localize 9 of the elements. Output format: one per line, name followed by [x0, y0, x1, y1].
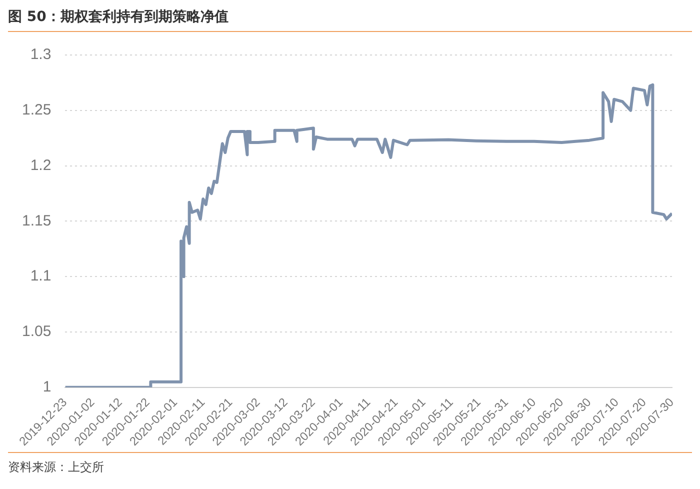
- y-tick-label: 1.15: [22, 212, 52, 230]
- y-tick-label: 1.25: [22, 102, 52, 119]
- text: 资料来源：上交所: [8, 459, 105, 476]
- y-tick-label: 1.3: [30, 46, 52, 64]
- chart-title: 图 50：期权套利持有到期策略净值: [8, 8, 692, 32]
- y-tick-label: 1.1: [30, 268, 52, 285]
- y-tick-label: 1.05: [22, 323, 52, 340]
- y-tick-label: 1: [42, 378, 52, 396]
- y-tick-label: 1.2: [30, 156, 52, 174]
